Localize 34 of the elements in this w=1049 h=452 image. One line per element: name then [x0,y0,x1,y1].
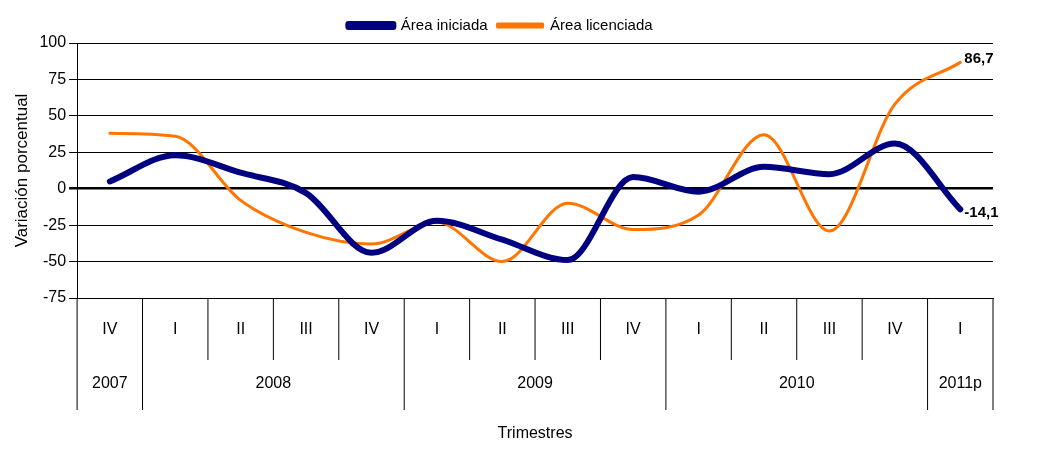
x-tick-label: II [497,320,507,338]
x-tick-label: III [561,320,575,338]
x-tick-label: II [759,320,769,338]
text: 2008 [255,374,292,392]
text: Trimestres [497,424,573,442]
x-tick-label: I [434,320,440,338]
y-tick-label: -25 [42,215,67,233]
x-tick-label: I [696,320,701,338]
x-tick-label: II [236,320,246,338]
x-tick-label: IV [887,320,903,338]
y-tick-label: -75 [42,288,67,306]
x-tick-label: IV [625,320,642,338]
x-tick-label: IV [363,320,380,338]
x-tick-label: III [822,320,837,338]
text: 2007 [92,374,128,392]
y-tick-label: 50 [48,106,67,124]
legend-label: Área licenciada [550,15,654,33]
data-label: -14,1 [964,203,999,221]
x-tick-label: I [173,320,178,338]
y-tick-label: 0 [57,179,67,197]
text: 2009 [517,374,553,392]
x-tick-label: IV [102,320,118,338]
x-tick-label: I [958,320,963,338]
y-tick-label: 25 [48,142,67,160]
text: 2011p [938,374,983,392]
text: 2010 [778,374,815,392]
x-tick-label: III [299,320,313,338]
line-series [108,60,962,264]
data-label: 86,7 [964,48,994,66]
y-tick-label: 100 [39,33,67,51]
y-tick-label: -50 [42,251,67,269]
y-axis-title: Variación porcentual [11,93,31,248]
legend-label: Área iniciada [400,15,489,33]
y-tick-label: 75 [48,69,67,87]
